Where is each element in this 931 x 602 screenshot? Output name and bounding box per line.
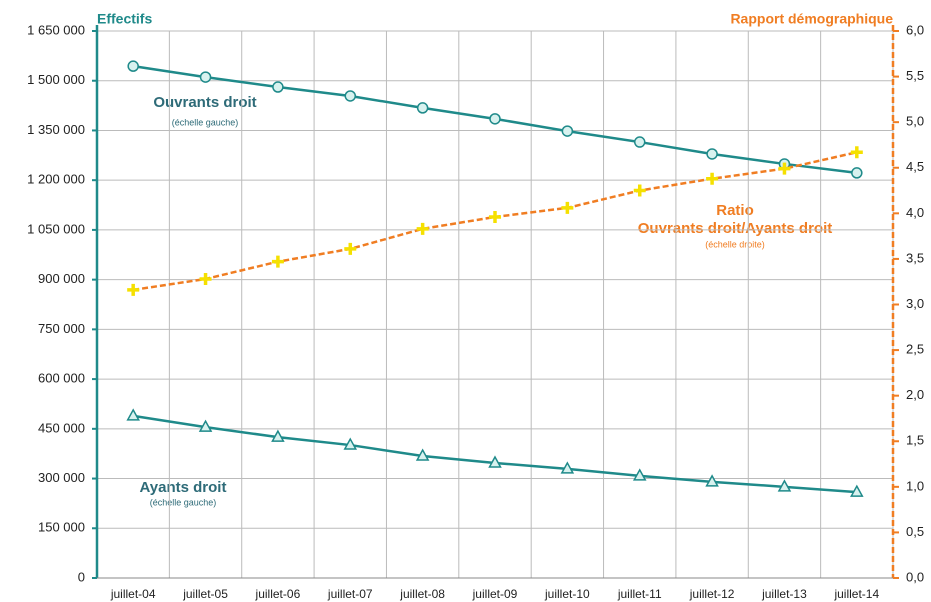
marker bbox=[272, 81, 284, 93]
y-tick-label: 600 000 bbox=[38, 371, 85, 386]
marker bbox=[271, 255, 284, 268]
y2-tick-label: 4,5 bbox=[906, 159, 924, 174]
y-tick-label: 450 000 bbox=[38, 420, 85, 435]
y2-tick-label: 3,5 bbox=[906, 250, 924, 265]
y-tick-label: 750 000 bbox=[38, 321, 85, 336]
marker bbox=[850, 484, 864, 497]
marker bbox=[199, 272, 212, 285]
marker bbox=[777, 479, 792, 492]
marker bbox=[633, 184, 646, 197]
marker bbox=[343, 437, 358, 450]
marker bbox=[706, 148, 718, 160]
x-tick-label: juillet-05 bbox=[182, 587, 228, 601]
marker bbox=[561, 201, 574, 214]
marker bbox=[633, 136, 646, 148]
y2-tick-label: 3,0 bbox=[906, 296, 924, 311]
marker bbox=[199, 71, 212, 83]
y-tick-label: 0 bbox=[78, 569, 85, 584]
marker bbox=[126, 408, 140, 421]
y-tick-label: 1 500 000 bbox=[27, 72, 85, 87]
annotation: Ouvrants droit/Ayants droit bbox=[638, 220, 832, 237]
x-tick-label: juillet-10 bbox=[544, 587, 590, 601]
y-tick-label: 1 200 000 bbox=[27, 172, 85, 187]
annotation: Ratio bbox=[716, 202, 754, 219]
marker bbox=[127, 283, 140, 296]
marker bbox=[706, 172, 719, 185]
marker bbox=[705, 474, 719, 487]
marker bbox=[561, 125, 574, 137]
y2-tick-label: 0,5 bbox=[906, 524, 924, 539]
y2-axis-title: Rapport démographique bbox=[730, 11, 893, 27]
x-tick-label: juillet-08 bbox=[399, 587, 445, 601]
marker bbox=[271, 429, 285, 442]
annotation: Ayants droit bbox=[140, 479, 227, 496]
y2-tick-label: 2,5 bbox=[906, 342, 924, 357]
marker bbox=[416, 102, 429, 114]
x-tick-label: juillet-14 bbox=[833, 587, 879, 601]
marker bbox=[489, 113, 501, 125]
annotation: Ouvrants droit bbox=[153, 94, 256, 111]
y2-tick-label: 4,0 bbox=[906, 205, 924, 220]
y-tick-label: 300 000 bbox=[38, 470, 85, 485]
y-tick-label: 900 000 bbox=[38, 271, 85, 286]
y2-tick-label: 2,0 bbox=[906, 387, 924, 402]
x-tick-label: juillet-09 bbox=[472, 587, 518, 601]
annotation: (échelle droite) bbox=[705, 239, 765, 249]
marker bbox=[851, 167, 863, 179]
x-tick-label: juillet-06 bbox=[255, 587, 301, 601]
x-tick-label: juillet-07 bbox=[327, 587, 373, 601]
marker bbox=[344, 90, 357, 102]
y-tick-label: 1 050 000 bbox=[27, 221, 85, 236]
marker bbox=[127, 60, 139, 72]
y2-tick-label: 5,0 bbox=[906, 114, 924, 129]
x-tick-label: juillet-04 bbox=[110, 587, 156, 601]
y-tick-label: 150 000 bbox=[38, 520, 85, 535]
marker bbox=[198, 419, 213, 432]
annotation: (échelle gauche) bbox=[172, 117, 239, 127]
marker bbox=[778, 162, 791, 175]
marker bbox=[632, 468, 647, 481]
marker bbox=[488, 455, 502, 468]
y-tick-label: 1 650 000 bbox=[27, 22, 85, 37]
y2-tick-label: 5,5 bbox=[906, 68, 924, 83]
x-tick-label: juillet-12 bbox=[689, 587, 735, 601]
x-tick-label: juillet-11 bbox=[617, 587, 662, 601]
y-axis-title: Effectifs bbox=[97, 11, 152, 27]
y2-tick-label: 6,0 bbox=[906, 22, 924, 37]
y-tick-label: 1 350 000 bbox=[27, 122, 85, 137]
y2-tick-label: 1,0 bbox=[906, 478, 924, 493]
marker bbox=[489, 210, 501, 223]
annotation: (échelle gauche) bbox=[150, 497, 217, 507]
marker bbox=[416, 222, 429, 235]
y2-tick-label: 0,0 bbox=[906, 569, 924, 584]
marker bbox=[415, 448, 430, 461]
marker bbox=[850, 146, 863, 159]
x-tick-label: juillet-13 bbox=[761, 587, 807, 601]
marker bbox=[344, 242, 357, 255]
y2-tick-label: 1,5 bbox=[906, 433, 924, 448]
marker bbox=[560, 461, 575, 474]
